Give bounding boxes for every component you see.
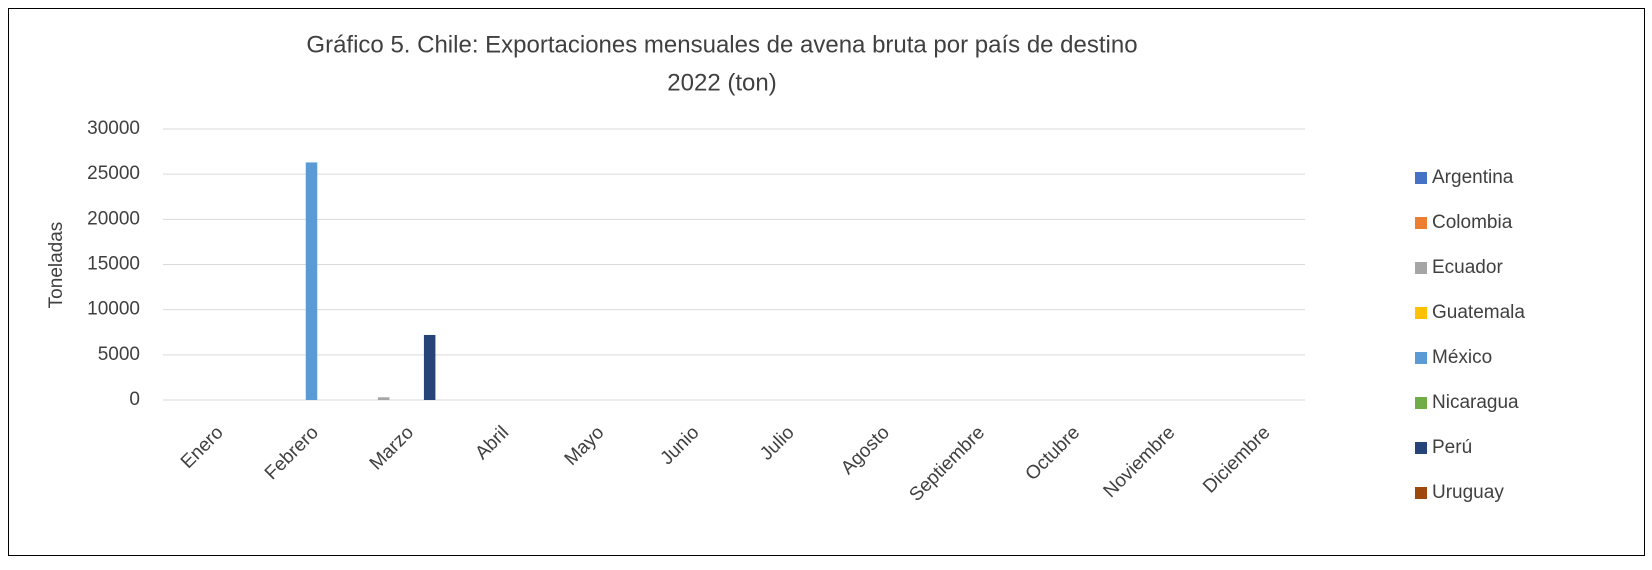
y-axis-label: Toneladas bbox=[46, 222, 67, 309]
legend-label: Nicaragua bbox=[1432, 392, 1519, 413]
y-tick-label: 30000 bbox=[87, 118, 140, 139]
legend-swatch bbox=[1415, 217, 1427, 229]
legend-label: México bbox=[1432, 347, 1492, 368]
bar bbox=[423, 334, 436, 400]
y-tick-label: 20000 bbox=[87, 208, 140, 229]
legend-label: Argentina bbox=[1432, 167, 1514, 188]
legend-swatch bbox=[1415, 352, 1427, 364]
y-tick-label: 0 bbox=[129, 389, 140, 410]
legend-swatch bbox=[1415, 262, 1427, 274]
legend-label: Colombia bbox=[1432, 212, 1513, 233]
chart-title: Gráfico 5. Chile: Exportaciones mensuale… bbox=[306, 31, 1137, 58]
legend-label: Ecuador bbox=[1432, 257, 1503, 278]
y-tick-label: 10000 bbox=[87, 299, 140, 320]
chart-border bbox=[8, 8, 1645, 556]
legend-swatch bbox=[1415, 487, 1427, 499]
legend-swatch bbox=[1415, 442, 1427, 454]
legend-label: Perú bbox=[1432, 437, 1472, 458]
legend-label: Uruguay bbox=[1432, 482, 1504, 503]
legend-swatch bbox=[1415, 307, 1427, 319]
y-tick-label: 25000 bbox=[87, 163, 140, 184]
y-tick-label: 5000 bbox=[98, 344, 140, 365]
bar bbox=[305, 162, 318, 400]
legend-label: Guatemala bbox=[1432, 302, 1525, 323]
legend-swatch bbox=[1415, 397, 1427, 409]
chart-subtitle: 2022 (ton) bbox=[667, 69, 776, 96]
bar bbox=[377, 397, 390, 400]
legend-swatch bbox=[1415, 172, 1427, 184]
y-tick-label: 15000 bbox=[87, 254, 140, 275]
